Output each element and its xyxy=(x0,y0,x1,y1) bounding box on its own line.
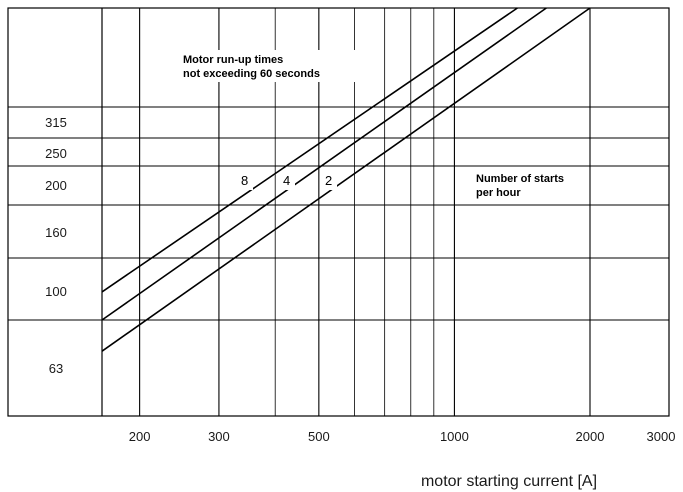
curve-8 xyxy=(101,7,518,293)
x-axis-ticks: 200 300 500 1000 2000 3000 xyxy=(129,429,676,444)
curves: 8 4 2 xyxy=(101,7,591,352)
annotations: Motor run-up times not exceeding 60 secon… xyxy=(179,50,588,201)
rating-bands: 315 250 200 160 100 63 xyxy=(8,106,669,376)
curve-label-4: 4 xyxy=(283,173,290,188)
curve-label-bg xyxy=(281,173,295,190)
x-tick-label: 2000 xyxy=(576,429,605,444)
band-label: 100 xyxy=(45,284,67,299)
curve-label-bg xyxy=(323,173,337,190)
annotation-text: Motor run-up times xyxy=(183,54,283,66)
annotation-text: per hour xyxy=(476,187,521,199)
curve-label-8: 8 xyxy=(241,173,248,188)
x-tick-label: 300 xyxy=(208,429,230,444)
x-axis-label: motor starting current [A] xyxy=(421,473,597,490)
band-label: 315 xyxy=(45,115,67,130)
plot-frame xyxy=(7,7,670,417)
annotation-bg xyxy=(179,50,357,82)
curve-4 xyxy=(101,7,547,321)
x-tick-label: 200 xyxy=(129,429,151,444)
x-tick-label: 1000 xyxy=(440,429,469,444)
curve-2 xyxy=(101,7,591,352)
x-tick-label: 500 xyxy=(308,429,330,444)
curve-label-bg xyxy=(239,173,253,190)
band-label: 250 xyxy=(45,146,67,161)
band-label: 63 xyxy=(49,361,63,376)
curve-label-2: 2 xyxy=(325,173,332,188)
annotation-text: not exceeding 60 seconds xyxy=(183,68,320,80)
x-tick-label: 3000 xyxy=(647,429,676,444)
annotation-text: Number of starts xyxy=(476,173,564,185)
annotation-bg xyxy=(472,169,588,201)
band-label: 160 xyxy=(45,225,67,240)
band-label: 200 xyxy=(45,178,67,193)
